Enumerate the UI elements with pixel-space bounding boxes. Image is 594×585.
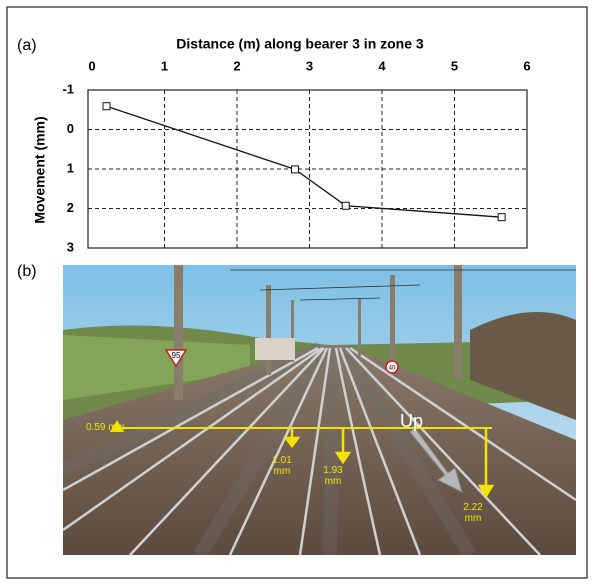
x-tick-label: 5 [451,58,458,73]
plot: 0 1 2 3 4 5 6 -1 0 1 2 3 [62,58,530,254]
y-axis-label: Movement (mm) [32,116,48,223]
direction-label: Up [400,411,423,431]
data-point [497,213,506,222]
x-tick-label: 1 [161,58,168,73]
movement-label: 1.93 mm [323,465,343,487]
data-point [291,165,299,174]
x-tick-label: 4 [378,58,386,73]
movement-label: 2.22 mm [463,502,483,524]
panel-label: (a) [17,37,37,54]
movement-label: 0.59 mm [86,422,125,433]
movement-label: 1.01 mm [272,455,292,477]
x-tick-label: 3 [306,58,313,73]
y-tick-label: 3 [67,239,74,254]
data-point [341,201,350,210]
y-tick-label: 2 [67,200,74,215]
panel-label: (b) [17,263,37,280]
y-tick-label: 0 [67,121,74,136]
x-axis-label: Distance (m) along bearer 3 in zone 3 [176,36,424,52]
y-tick-label: 1 [67,160,74,175]
sign-text: 95 [172,351,181,360]
sign-text: 40 [389,366,396,372]
figure-border [6,6,588,579]
data-point [102,102,111,111]
x-tick-label: 6 [523,58,530,73]
x-tick-label: 2 [233,58,240,73]
data-line [106,105,502,218]
y-tick-label: -1 [62,81,74,96]
photo: 95 40 Up [63,265,576,555]
x-tick-label: 0 [88,58,95,73]
